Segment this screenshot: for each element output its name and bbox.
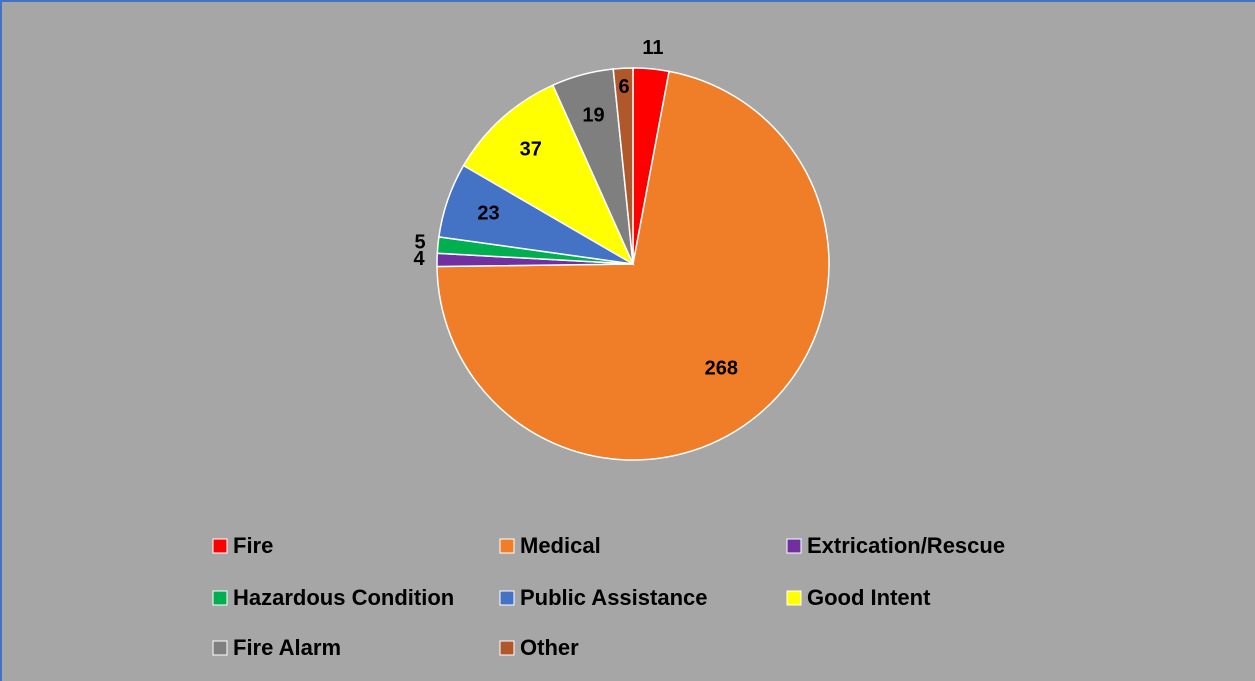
data-label: 11 <box>642 37 663 59</box>
pie-slice <box>436 70 830 461</box>
legend-marker <box>499 590 515 606</box>
data-label: 6 <box>619 76 630 98</box>
legend-marker <box>212 640 228 656</box>
data-label: 268 <box>705 357 738 379</box>
legend-label: Fire <box>233 533 273 558</box>
legend-marker <box>212 590 228 606</box>
data-label: 37 <box>520 139 542 161</box>
legend-label: Good Intent <box>807 585 931 610</box>
legend-marker <box>786 590 802 606</box>
legend-label: Fire Alarm <box>233 635 341 660</box>
legend-marker <box>212 538 228 554</box>
pie-slice <box>462 84 635 266</box>
data-label: 23 <box>477 202 499 224</box>
data-label: 19 <box>582 105 604 127</box>
legend-label: Medical <box>520 533 601 558</box>
legend-label: Other <box>520 635 579 660</box>
legend-marker <box>786 538 802 554</box>
legend-label: Hazardous Condition <box>233 585 454 610</box>
legend-label: Public Assistance <box>520 585 707 610</box>
pie-slice <box>612 67 634 265</box>
legend-label: Extrication/Rescue <box>807 533 1005 558</box>
legend-marker <box>499 538 515 554</box>
data-label: 4 <box>413 248 425 270</box>
legend-marker <box>499 640 515 656</box>
data-label: 5 <box>414 232 425 254</box>
